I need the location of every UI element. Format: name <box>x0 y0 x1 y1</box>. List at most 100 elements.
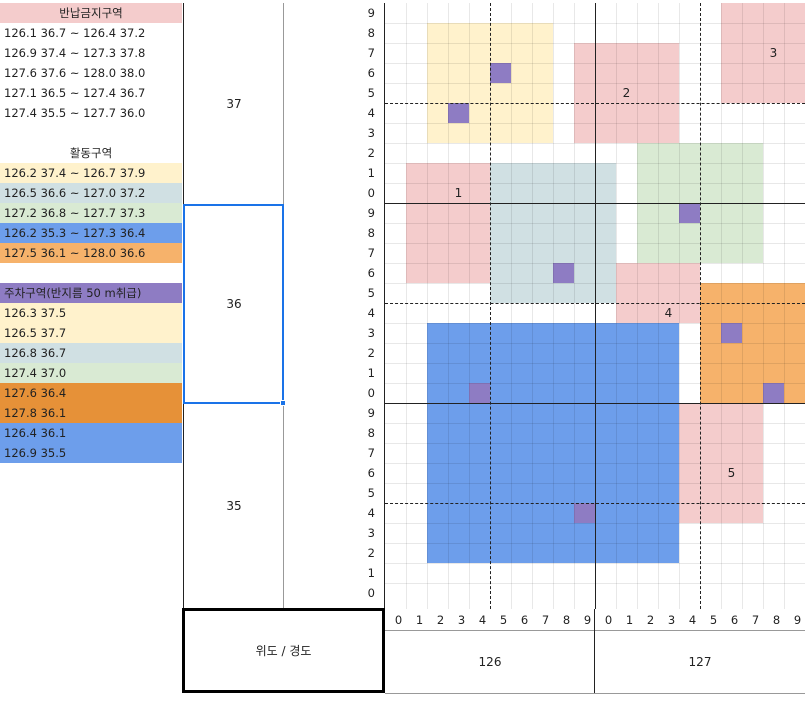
lat-minor-label[interactable]: 3 <box>367 126 375 140</box>
lon-degree-126[interactable]: 126 <box>385 631 595 693</box>
corner-header-cell[interactable]: 위도 / 경도 <box>182 608 385 693</box>
parking-point[interactable] <box>763 383 784 403</box>
lon-minor-label[interactable]: 6 <box>520 613 529 627</box>
activity-zone-item[interactable]: 127.5 36.1 ~ 128.0 36.6 <box>0 243 182 263</box>
grid-hline <box>385 283 805 284</box>
lon-minor-label[interactable]: 8 <box>772 613 781 627</box>
lat-minor-label[interactable]: 1 <box>367 166 375 180</box>
activity-zone-item[interactable]: 126.5 36.6 ~ 127.0 37.2 <box>0 183 182 203</box>
parking-zone-item[interactable]: 126.4 36.1 <box>0 423 182 443</box>
lat-minor-label[interactable]: 9 <box>367 6 375 20</box>
lon-minor-label[interactable]: 0 <box>394 613 403 627</box>
forbidden-zone-item[interactable]: 127.4 35.5 ~ 127.7 36.0 <box>4 106 146 120</box>
lat-degree-36[interactable]: 36 <box>226 296 242 311</box>
lat-minor-label[interactable]: 9 <box>367 406 375 420</box>
lat-minor-label[interactable]: 4 <box>367 106 375 120</box>
parking-zone-item[interactable]: 126.3 37.5 <box>0 303 182 323</box>
lon-minor-label[interactable]: 7 <box>751 613 760 627</box>
grid-vline <box>532 3 533 609</box>
lat-minor-label[interactable]: 0 <box>367 386 375 400</box>
lat-minor-label[interactable]: 6 <box>367 266 375 280</box>
lon-minor-label[interactable]: 2 <box>436 613 445 627</box>
lon-degree-127[interactable]: 127 <box>595 631 805 693</box>
parking-zone-header[interactable]: 주차구역(반지름 50 m취급) <box>0 283 182 303</box>
lat-minor-label[interactable]: 6 <box>367 466 375 480</box>
parking-point[interactable] <box>490 63 511 83</box>
parking-point[interactable] <box>448 103 469 123</box>
activity-zone-item[interactable]: 127.2 36.8 ~ 127.7 37.3 <box>0 203 182 223</box>
lat-minor-label[interactable]: 8 <box>367 26 375 40</box>
lat-minor-label[interactable]: 2 <box>367 546 375 560</box>
forbidden-zone-item[interactable]: 126.9 37.4 ~ 127.3 37.8 <box>4 46 146 60</box>
lat-minor-label[interactable]: 2 <box>367 146 375 160</box>
lon-minor-label[interactable]: 3 <box>667 613 676 627</box>
lon-minor-label[interactable]: 2 <box>646 613 655 627</box>
lon-minor-label[interactable]: 9 <box>793 613 802 627</box>
grid-hline <box>385 243 805 244</box>
lon-minor-label[interactable]: 9 <box>583 613 592 627</box>
lon-minor-label[interactable]: 7 <box>541 613 550 627</box>
lon-minor-label[interactable]: 5 <box>499 613 508 627</box>
lon-minor-label[interactable]: 3 <box>457 613 466 627</box>
lat-minor-label[interactable]: 9 <box>367 206 375 220</box>
corner-label: 위도 / 경도 <box>255 644 312 658</box>
lat-degree-35[interactable]: 35 <box>226 499 242 513</box>
parking-zone-item[interactable]: 126.9 35.5 <box>0 443 182 463</box>
lat-minor-label[interactable]: 7 <box>367 446 375 460</box>
lon-minor-label[interactable]: 4 <box>478 613 487 627</box>
lon-minor-label[interactable]: 4 <box>688 613 697 627</box>
activity-zone-item[interactable]: 126.2 37.4 ~ 126.7 37.9 <box>0 163 182 183</box>
lat-minor-label[interactable]: 0 <box>367 186 375 200</box>
lat-minor-label[interactable]: 3 <box>367 526 375 540</box>
parking-point[interactable] <box>469 383 490 403</box>
parking-point[interactable] <box>679 203 700 223</box>
activity-zone-header[interactable]: 활동구역 <box>69 146 113 160</box>
parking-point[interactable] <box>553 263 574 283</box>
lat-minor-label[interactable]: 4 <box>367 506 375 520</box>
grid-hline <box>385 163 805 164</box>
lon-minor-label[interactable]: 1 <box>415 613 424 627</box>
lat-minor-label[interactable]: 3 <box>367 326 375 340</box>
forbidden-zone-item[interactable]: 127.6 37.6 ~ 128.0 38.0 <box>4 66 146 80</box>
lat-minor-label[interactable]: 4 <box>367 306 375 320</box>
grid-hline <box>385 483 805 484</box>
forbidden-zone-item[interactable]: 127.1 36.5 ~ 127.4 36.7 <box>4 86 146 100</box>
selected-cell-outline[interactable] <box>183 204 284 404</box>
lat-minor-label[interactable]: 8 <box>367 426 375 440</box>
parking-zone-item[interactable]: 127.6 36.4 <box>0 383 182 403</box>
parking-zone-item[interactable]: 127.8 36.1 <box>0 403 182 423</box>
map-grid[interactable]: 1 2 3 4 5 <box>385 3 805 609</box>
lat-minor-label[interactable]: 7 <box>367 46 375 60</box>
lon-minor-label[interactable]: 1 <box>625 613 634 627</box>
parking-zone-item[interactable]: 126.8 36.7 <box>0 343 182 363</box>
forbidden-zone-header[interactable]: 반납금지구역 <box>0 3 182 23</box>
grid-hline <box>385 223 805 224</box>
selection-fill-handle[interactable] <box>280 400 286 406</box>
grid-vline <box>637 3 638 609</box>
lat-minor-label[interactable]: 0 <box>367 586 375 600</box>
lat-minor-label[interactable]: 1 <box>367 566 375 580</box>
lon-minor-label[interactable]: 0 <box>604 613 613 627</box>
parking-zone-item[interactable]: 126.5 37.7 <box>0 323 182 343</box>
activity-zone-item[interactable]: 126.2 35.3 ~ 127.3 36.4 <box>0 223 182 243</box>
lat-minor-label[interactable]: 6 <box>367 66 375 80</box>
lon-minor-label[interactable]: 8 <box>562 613 571 627</box>
forbidden-zone-number: 3 <box>769 46 778 60</box>
parking-zone-item[interactable]: 127.4 37.0 <box>0 363 182 383</box>
lat-minor-label[interactable]: 2 <box>367 346 375 360</box>
forbidden-zone-number: 1 <box>454 186 463 200</box>
lat-minor-label[interactable]: 5 <box>367 286 375 300</box>
grid-hline <box>385 143 805 144</box>
parking-point[interactable] <box>721 323 742 343</box>
lat-minor-label[interactable]: 8 <box>367 226 375 240</box>
lon-minor-label[interactable]: 6 <box>730 613 739 627</box>
parking-point[interactable] <box>574 503 595 523</box>
forbidden-zone-number: 2 <box>622 86 631 100</box>
lat-minor-label[interactable]: 7 <box>367 246 375 260</box>
lat-degree-37[interactable]: 37 <box>226 96 242 111</box>
forbidden-zone-item[interactable]: 126.1 36.7 ~ 126.4 37.2 <box>4 26 146 40</box>
lat-minor-label[interactable]: 1 <box>367 366 375 380</box>
lat-minor-label[interactable]: 5 <box>367 486 375 500</box>
lat-minor-label[interactable]: 5 <box>367 86 375 100</box>
lon-minor-label[interactable]: 5 <box>709 613 718 627</box>
